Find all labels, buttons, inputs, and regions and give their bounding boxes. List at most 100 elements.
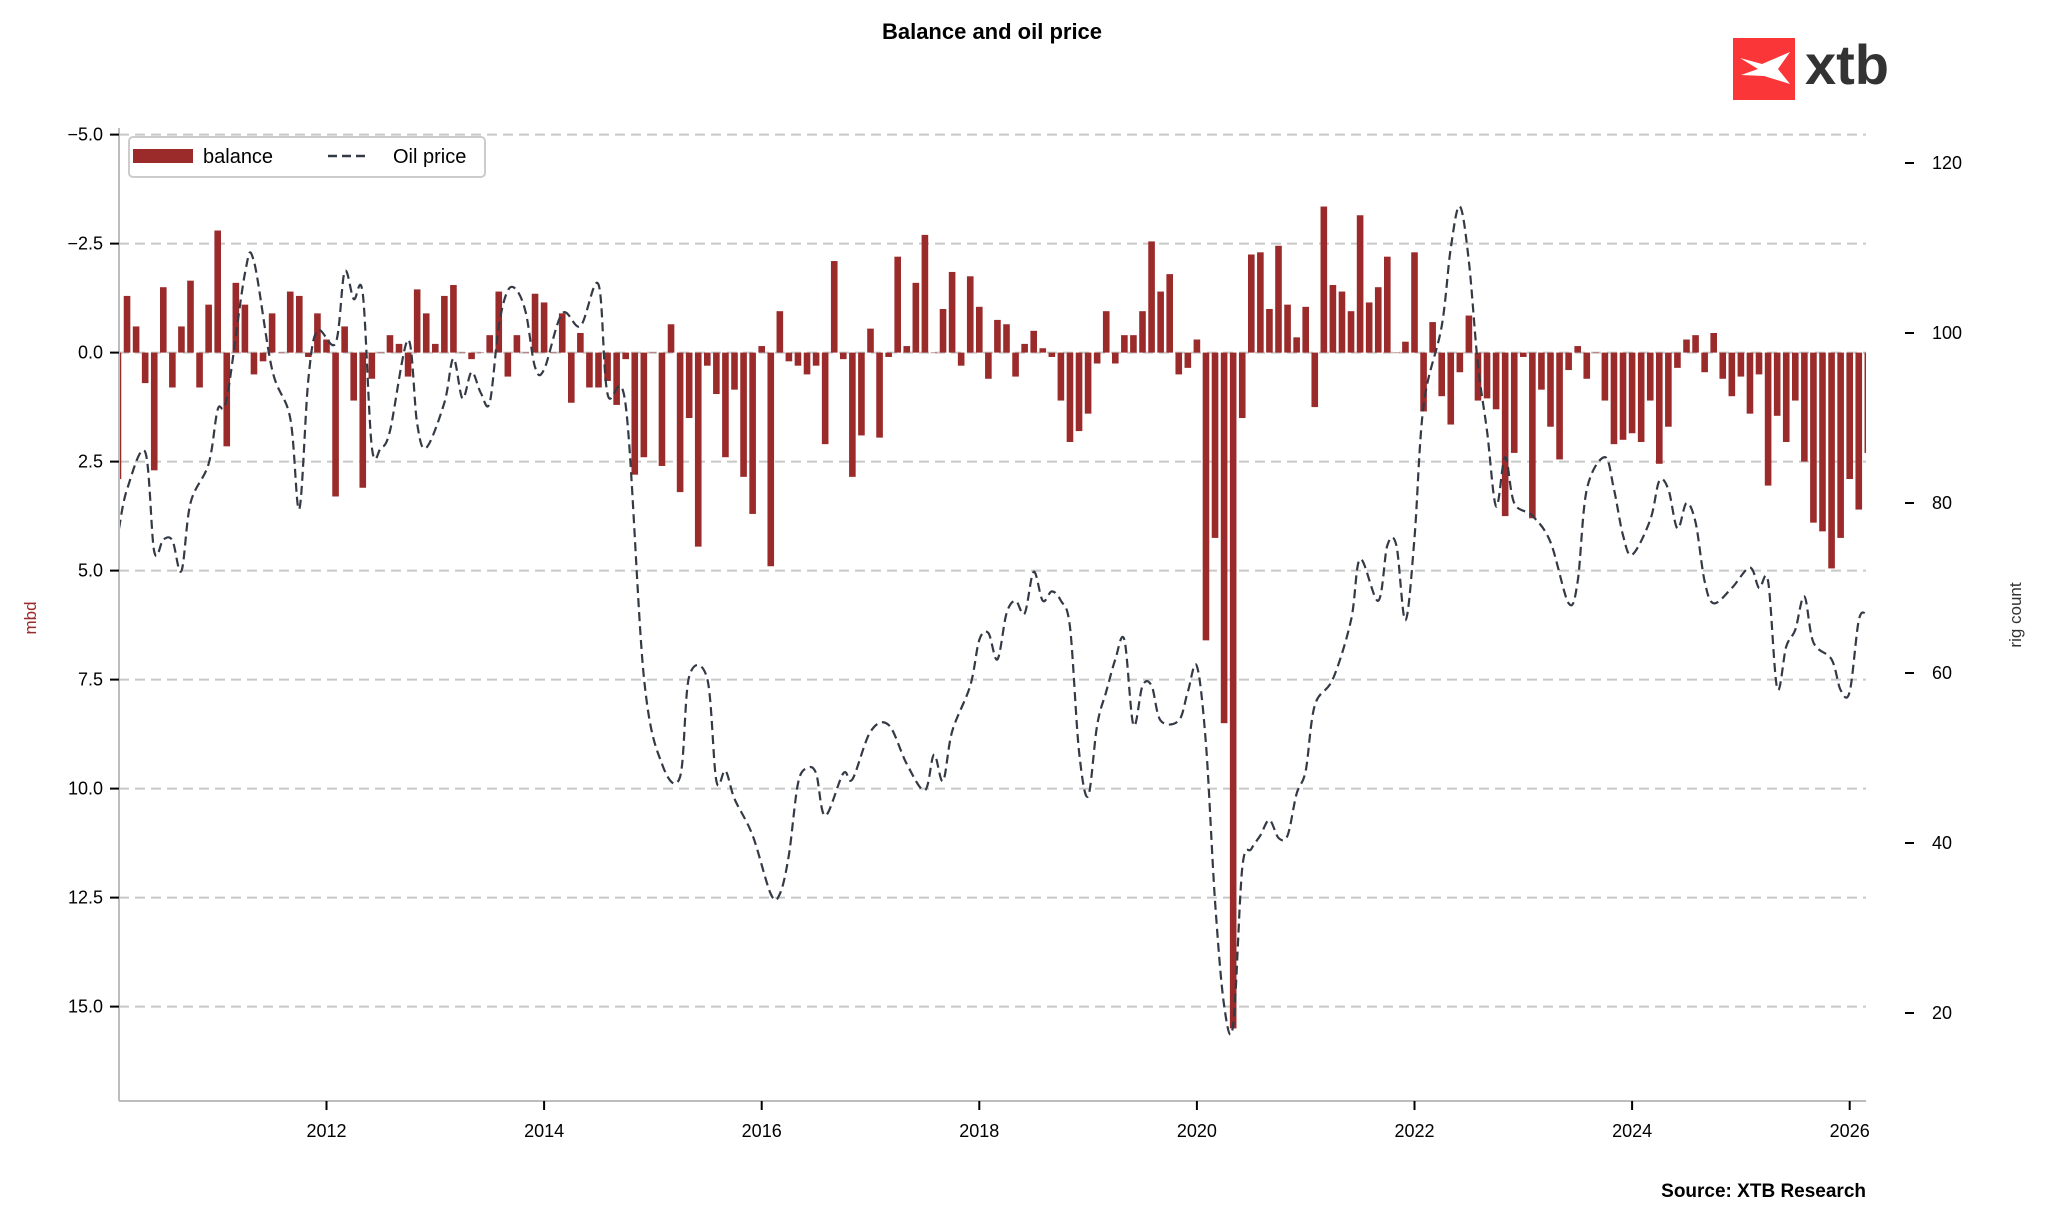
balance-bar (1166, 274, 1173, 353)
balance-bar (477, 352, 484, 354)
balance-bar (631, 352, 639, 475)
balance-bar (1266, 309, 1273, 353)
balance-bar (450, 285, 457, 353)
balance-bar (1556, 352, 1563, 460)
balance-bar (377, 352, 385, 354)
balance-bar (577, 332, 584, 353)
balance-bar (1792, 352, 1799, 401)
balance-bar (250, 352, 258, 375)
balance-bar (985, 352, 992, 379)
balance-bar (1837, 352, 1844, 538)
right-axis-ticks: 20 40 60 80 100 120 (1905, 153, 1962, 1023)
balance-bar (277, 352, 285, 354)
balance-bar (513, 335, 521, 353)
balance-bar (141, 352, 149, 384)
legend-oil-label: Oil price (393, 146, 466, 168)
balance-bar (821, 352, 829, 445)
balance-bar (1112, 352, 1119, 364)
left-tick-label: 12.5 (68, 888, 103, 908)
x-axis-ticks: 2012 2014 2016 2018 2020 2022 2024 2026 (306, 1101, 1870, 1141)
balance-bar (1420, 352, 1427, 412)
balance-bar (867, 328, 874, 353)
balance-bar (957, 352, 965, 366)
balance-bar (1692, 335, 1699, 353)
balance-bar (486, 335, 493, 353)
balance-bar (767, 352, 775, 567)
balance-bar (1810, 352, 1817, 523)
balance-bar (994, 319, 1001, 353)
left-tick-label: 0.0 (78, 343, 103, 363)
balance-bar (921, 234, 929, 353)
balance-bar (1565, 352, 1572, 371)
balance-bar (976, 306, 983, 353)
balance-bar (785, 352, 793, 362)
balance-bar (196, 352, 203, 388)
balance-bar (1429, 322, 1436, 353)
left-tick-label: 2.5 (78, 452, 103, 472)
balance-bar (404, 352, 412, 377)
balance-bar (1529, 352, 1536, 519)
balance-bar (1846, 352, 1853, 480)
left-tick-label: −5.0 (67, 125, 103, 145)
balance-bar (305, 352, 312, 357)
balance-bar (1365, 302, 1373, 353)
balance-bar (740, 352, 747, 477)
balance-bar (930, 352, 938, 354)
balance-bar (1193, 339, 1201, 353)
balance-bar (1819, 352, 1826, 532)
balance-bar (119, 352, 122, 480)
balance-bar (558, 313, 566, 353)
balance-bar (1248, 254, 1255, 353)
balance-bar (1356, 215, 1364, 353)
balance-bar (1275, 245, 1282, 353)
balance-bar (1719, 352, 1727, 379)
left-axis-label: mbd (21, 601, 40, 634)
balance-bar (1665, 352, 1672, 427)
balance-bar (178, 326, 185, 353)
balance-bar (1610, 352, 1618, 445)
balance-bar (350, 352, 357, 401)
balance-bar (1510, 352, 1518, 453)
balance-bar (1782, 352, 1790, 442)
balance-bar (259, 352, 267, 362)
balance-bar (776, 311, 784, 353)
balance-bar (903, 346, 911, 353)
balance-bar (386, 335, 394, 353)
balance-bar (1202, 352, 1210, 641)
balance-bar (504, 352, 512, 377)
balance-bar (1030, 330, 1037, 353)
x-tick-label: 2024 (1612, 1121, 1652, 1141)
balance-bar (314, 313, 321, 353)
x-tick-label: 2018 (959, 1121, 999, 1141)
balance-bar (1520, 352, 1527, 357)
right-axis-label: rig count (2006, 582, 2025, 647)
balance-bar (966, 276, 974, 353)
left-axis-ticks: −5.0 −2.5 0.0 2.5 5.0 7.5 10.0 12.5 15.0 (67, 125, 119, 1017)
balance-bar (1003, 324, 1010, 353)
balance-bar (1828, 352, 1835, 569)
balance-bar (1483, 352, 1491, 399)
balance-bar (1501, 352, 1509, 517)
balance-bar (1456, 352, 1464, 373)
balance-bar (1574, 346, 1581, 353)
left-tick-label: −2.5 (67, 234, 103, 254)
balance-bar (1075, 352, 1083, 432)
balance-bar (1130, 335, 1137, 353)
left-tick-label: 5.0 (78, 561, 103, 581)
balance-bar (758, 346, 765, 353)
balance-bar (1093, 352, 1101, 364)
balance-bar (640, 352, 648, 458)
balance-bar (1302, 306, 1309, 353)
balance-bar (1710, 332, 1717, 353)
legend: balance Oil price (128, 136, 486, 178)
balance-bar (1474, 352, 1482, 401)
right-tick-label: 120 (1932, 153, 1962, 173)
balance-bar (731, 352, 738, 390)
balance-bar (1583, 352, 1591, 379)
balance-bar (1021, 343, 1028, 353)
legend-balance-label: balance (203, 146, 273, 168)
balance-bar (341, 326, 348, 353)
balance-bar (1465, 315, 1473, 353)
right-tick-label: 80 (1932, 493, 1952, 513)
balance-bar (232, 282, 240, 353)
